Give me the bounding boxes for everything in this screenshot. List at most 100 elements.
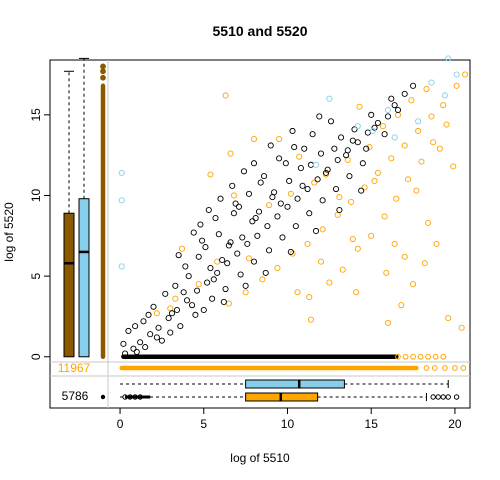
black-point <box>286 177 293 185</box>
black-point <box>354 139 361 146</box>
orange-point <box>317 258 325 265</box>
black-point <box>391 102 398 109</box>
black-point <box>338 134 345 141</box>
black-point <box>266 247 273 254</box>
orange-point <box>214 258 221 265</box>
black-point <box>168 310 176 317</box>
axes: 0 5 10 15 20 0 5 10 15 <box>29 108 462 431</box>
black-point <box>287 248 294 255</box>
black-point <box>242 282 249 289</box>
black-point <box>194 287 201 294</box>
orange-point <box>354 245 361 252</box>
black-point <box>120 340 127 347</box>
orange-point <box>225 300 232 307</box>
orange-point <box>421 260 428 267</box>
orange-point <box>294 289 301 296</box>
x-zero-count-label: 5786 <box>62 389 89 403</box>
black-point <box>220 298 227 305</box>
black-point <box>309 131 316 138</box>
black-point <box>130 345 137 352</box>
black-point <box>317 150 325 157</box>
orange-zero-point <box>410 353 416 360</box>
brown-column-point <box>100 63 106 70</box>
black-point <box>177 323 184 330</box>
orange-point <box>413 187 420 194</box>
black-point <box>334 156 341 164</box>
black-point <box>224 260 231 267</box>
orange-point <box>383 269 390 276</box>
orange-point <box>178 245 186 252</box>
black-point <box>307 161 314 168</box>
black-point <box>336 206 343 214</box>
y-axis-label: log of 5520 <box>2 202 16 262</box>
lightblue-point <box>441 92 448 99</box>
black-point <box>142 344 149 351</box>
black-point <box>374 119 381 126</box>
lightblue-point <box>118 197 125 204</box>
black-point <box>250 160 258 167</box>
black-point <box>264 223 271 230</box>
black-point <box>282 160 289 167</box>
orange-point <box>381 213 388 220</box>
black-point <box>279 234 286 241</box>
orange-point <box>408 97 415 104</box>
black-point <box>167 329 174 336</box>
black-point <box>306 210 313 217</box>
orange-point <box>326 279 333 286</box>
lightblue-point <box>391 134 398 141</box>
black-point <box>237 271 244 278</box>
black-point <box>252 215 259 222</box>
black-point <box>227 239 234 246</box>
x-box-outlier <box>445 394 451 400</box>
lightblue-point <box>369 127 376 135</box>
black-point <box>276 155 283 162</box>
black-point <box>232 200 239 207</box>
orange-point <box>436 145 443 152</box>
x-box-outlier <box>430 394 436 400</box>
black-point <box>173 306 181 314</box>
orange-point <box>398 302 405 309</box>
black-point <box>364 129 371 136</box>
orange-point <box>266 202 273 209</box>
black-point <box>222 285 229 293</box>
black-point <box>192 311 199 318</box>
black-point <box>294 195 301 202</box>
black-point <box>322 169 330 176</box>
black-point <box>155 324 162 331</box>
black-point <box>368 111 375 118</box>
black-point <box>299 182 306 189</box>
black-point <box>214 269 221 276</box>
brown-column-point <box>100 74 106 81</box>
zero-bands <box>100 63 467 400</box>
orange-point <box>368 232 375 239</box>
orange-point <box>430 139 437 146</box>
x-box-outlier <box>453 394 460 400</box>
black-point <box>371 124 378 131</box>
y-boxplot-lightblue-box <box>78 198 90 358</box>
black-point <box>172 282 179 289</box>
black-point <box>180 289 187 296</box>
black-point <box>343 152 350 159</box>
lightblue-point <box>384 106 392 114</box>
orange-point <box>393 195 400 202</box>
orange-point <box>450 163 457 170</box>
black-point <box>316 113 323 120</box>
orange-point <box>374 169 381 176</box>
black-point <box>363 145 370 152</box>
orange-point <box>336 194 343 201</box>
orange-point <box>433 240 440 247</box>
orange-point <box>384 319 392 326</box>
orange-point <box>319 226 326 233</box>
lightblue-point <box>354 123 361 130</box>
y-tick-label: 10 <box>29 188 43 202</box>
black-point <box>162 290 169 297</box>
orange-point <box>423 85 430 93</box>
black-point <box>204 279 211 286</box>
black-point <box>150 303 157 310</box>
orange-band-point <box>431 365 438 371</box>
orange-point <box>259 276 266 283</box>
x-axis-label: log of 5510 <box>230 451 290 465</box>
black-point <box>359 160 366 167</box>
black-point <box>401 90 408 97</box>
